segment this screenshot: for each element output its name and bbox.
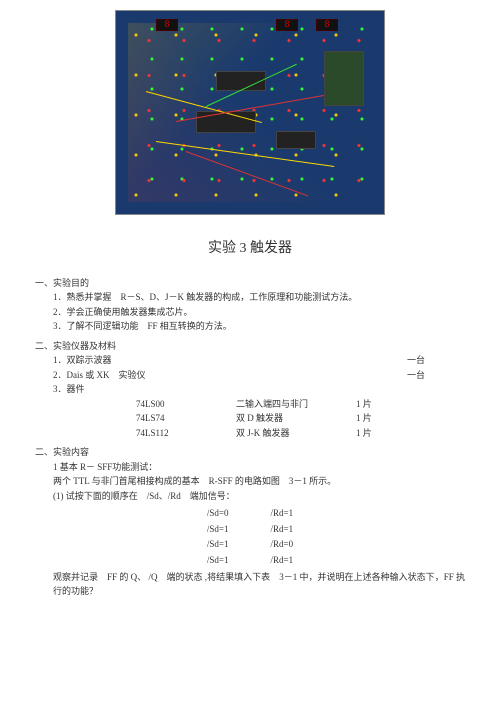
component-desc: 二输入端四与非门 <box>236 398 356 412</box>
rd-cell: /Rd=1 <box>251 507 314 521</box>
section-3-heading: 二、实验内容 <box>35 446 465 460</box>
s3-line-2: 两个 TTL 与非门首尾相接构成的基本 R-SFF 的电路如图 3－1 所示。 <box>35 475 465 489</box>
component-model: 74LS74 <box>136 412 236 426</box>
s3-line-1: 1 基本 R－ SFF功能测试： <box>35 461 465 475</box>
instrument-idx: 2． <box>53 369 67 383</box>
signal-table: /Sd=0/Rd=1 /Sd=1/Rd=1 /Sd=1/Rd=0 /Sd=1/R… <box>185 505 315 569</box>
component-desc: 双 D 触发器 <box>236 412 356 426</box>
component-model: 74LS112 <box>136 427 236 441</box>
document-title: 实验 3 触发器 <box>35 238 465 259</box>
instrument-qty: 一台 <box>407 369 465 383</box>
instrument-row-2: 2． Dais 或 XK 实验仪 一台 <box>35 369 465 383</box>
signal-row: /Sd=1/Rd=0 <box>187 538 313 552</box>
component-row-2: 74LS74 双 D 触发器 1 片 <box>35 412 465 426</box>
circuit-board-photo <box>115 10 385 215</box>
rd-cell: /Rd=1 <box>251 554 314 568</box>
instrument-row-1: 1． 双踪示波器 一台 <box>35 354 465 368</box>
instrument-qty: 一台 <box>407 354 465 368</box>
signal-row: /Sd=1/Rd=1 <box>187 554 313 568</box>
component-qty: 1 片 <box>356 398 465 412</box>
instrument-name: Dais 或 XK 实验仪 <box>67 369 146 383</box>
s1-item-2: 2．学会正确使用触发器集成芯片。 <box>35 306 465 320</box>
instrument-idx: 3． <box>53 383 67 397</box>
sd-cell: /Sd=0 <box>187 507 249 521</box>
rd-cell: /Rd=0 <box>251 538 314 552</box>
sd-cell: /Sd=1 <box>187 538 249 552</box>
component-model: 74LS00 <box>136 398 236 412</box>
component-row-3: 74LS112 双 J-K 触发器 1 片 <box>35 427 465 441</box>
section-1-heading: 一、实验目的 <box>35 277 465 291</box>
instrument-idx: 1． <box>53 354 67 368</box>
s1-item-3: 3．了解不同逻辑功能 FF 相互转换的方法。 <box>35 320 465 334</box>
s3-line-3: (1) 试按下面的顺序在 /Sd、/Rd 端加信号： <box>35 490 465 504</box>
component-desc: 双 J-K 触发器 <box>236 427 356 441</box>
instrument-row-3: 3． 器件 <box>35 383 465 397</box>
rd-cell: /Rd=1 <box>251 523 314 537</box>
signal-row: /Sd=0/Rd=1 <box>187 507 313 521</box>
component-qty: 1 片 <box>356 427 465 441</box>
instrument-name: 双踪示波器 <box>67 354 112 368</box>
signal-row: /Sd=1/Rd=1 <box>187 523 313 537</box>
instrument-name: 器件 <box>67 383 85 397</box>
component-qty: 1 片 <box>356 412 465 426</box>
circuit-photo-container <box>35 10 465 220</box>
sd-cell: /Sd=1 <box>187 554 249 568</box>
component-row-1: 74LS00 二输入端四与非门 1 片 <box>35 398 465 412</box>
s1-item-1: 1．熟悉并掌握 R－S、D、J－K 触发器的构成，工作原理和功能测试方法。 <box>35 291 465 305</box>
s3-line-4: 观察并记录 FF 的 Q、 /Q 端的状态 ,将结果填入下表 3－1 中，并说明… <box>35 571 465 598</box>
section-2-heading: 二、实验仪器及材料 <box>35 340 465 354</box>
sd-cell: /Sd=1 <box>187 523 249 537</box>
